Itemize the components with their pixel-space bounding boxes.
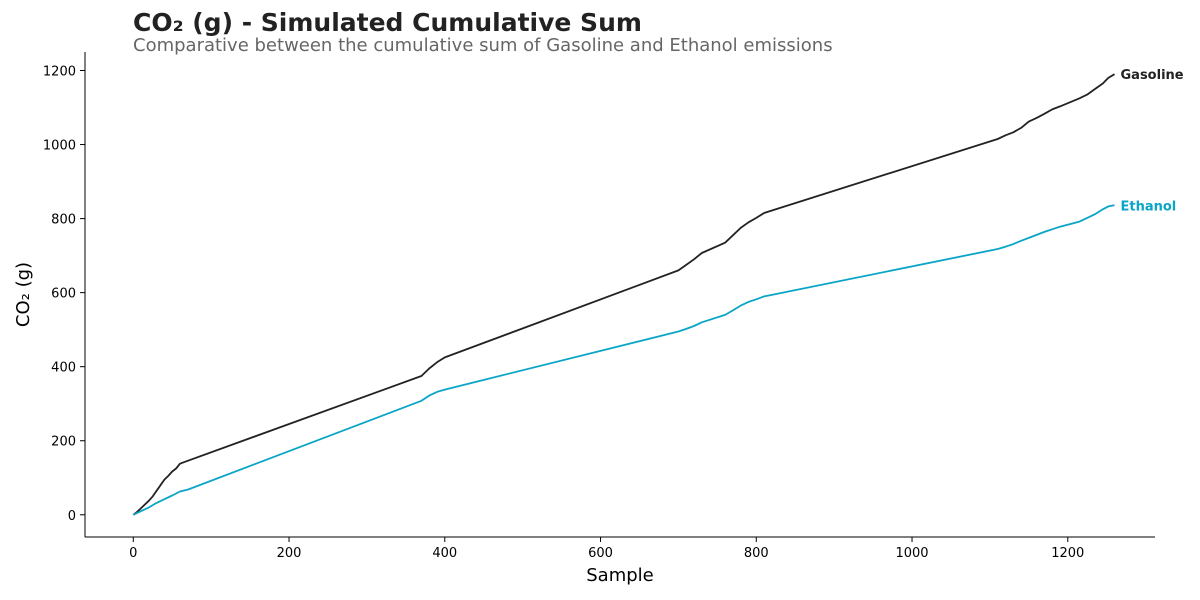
chart-subtitle: Comparative between the cumulative sum o… bbox=[133, 35, 833, 56]
x-tick-label: 200 bbox=[277, 546, 302, 561]
y-tick-label: 800 bbox=[51, 213, 76, 228]
y-tick-label: 1200 bbox=[43, 65, 76, 80]
x-tick-label: 800 bbox=[744, 546, 769, 561]
y-axis-title: CO₂ (g) bbox=[13, 262, 34, 327]
ethanol-series-label: Ethanol bbox=[1121, 199, 1177, 214]
x-tick-label: 1200 bbox=[1051, 546, 1084, 561]
chart-title: CO₂ (g) - Simulated Cumulative Sum bbox=[133, 8, 642, 37]
y-tick-label: 400 bbox=[51, 361, 76, 376]
y-tick-label: 0 bbox=[68, 509, 76, 524]
y-tick-label: 600 bbox=[51, 287, 76, 302]
x-tick-label: 600 bbox=[588, 546, 613, 561]
x-axis-title: Sample bbox=[586, 565, 654, 586]
gasoline-line bbox=[132, 73, 1115, 516]
plot-area: Gasoline Ethanol bbox=[132, 68, 1184, 516]
ethanol-line bbox=[132, 204, 1115, 516]
x-tick-label: 1000 bbox=[895, 546, 928, 561]
x-tick-label: 400 bbox=[432, 546, 457, 561]
gasoline-series-label: Gasoline bbox=[1121, 68, 1184, 83]
y-tick-label: 200 bbox=[51, 435, 76, 450]
x-tick-label: 0 bbox=[129, 546, 137, 561]
axes: 0 200 400 600 800 1000 1200 0 200 400 600 800 1000 12… bbox=[43, 52, 1155, 561]
y-tick-label: 1000 bbox=[43, 139, 76, 154]
